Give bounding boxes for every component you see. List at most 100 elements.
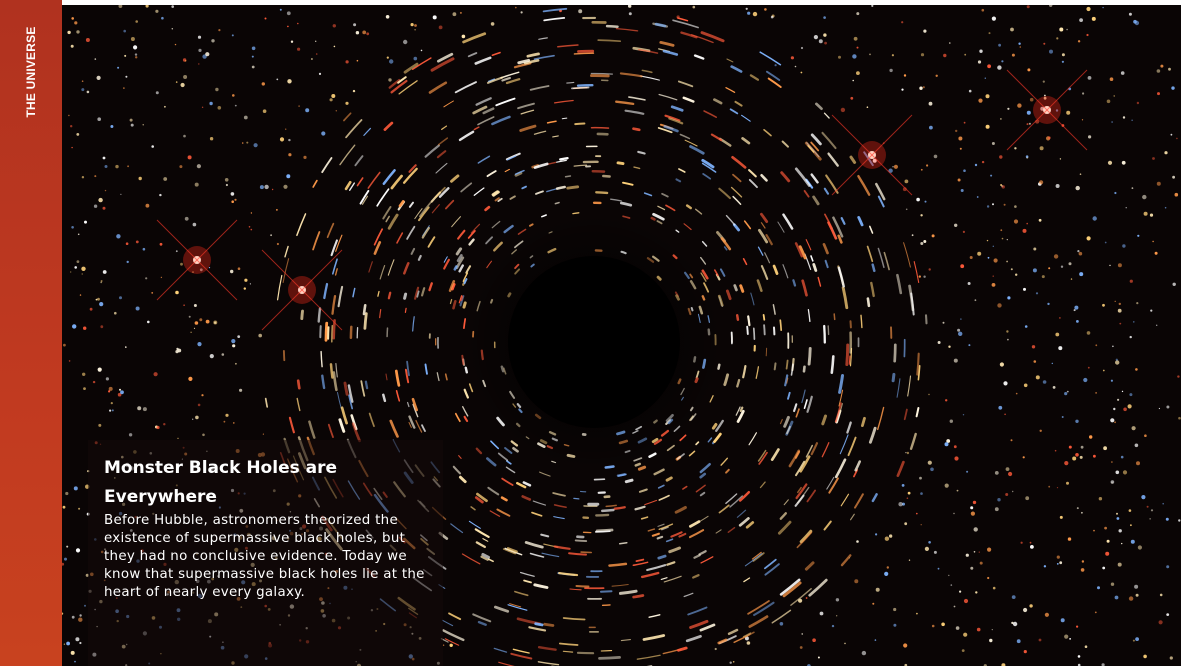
lensed-star — [773, 362, 777, 371]
lensed-star — [651, 532, 660, 537]
lensed-star — [535, 190, 544, 195]
lensed-star — [404, 368, 410, 384]
lensed-star — [487, 78, 496, 83]
star — [1122, 244, 1126, 248]
star — [963, 121, 966, 124]
star — [1086, 331, 1091, 335]
star — [159, 193, 162, 197]
lensed-star — [468, 383, 474, 393]
star — [231, 200, 234, 203]
lensed-star — [354, 155, 364, 167]
lensed-star — [529, 223, 534, 227]
star — [315, 40, 317, 42]
star — [944, 483, 949, 488]
lensed-star — [654, 22, 667, 28]
star — [1170, 133, 1173, 136]
lensed-star — [896, 378, 901, 398]
lensed-star — [543, 17, 566, 22]
star — [285, 128, 287, 130]
star — [1136, 302, 1139, 305]
lensed-star — [376, 188, 390, 207]
star — [1035, 375, 1040, 380]
lensed-star — [463, 415, 469, 423]
star — [1141, 495, 1146, 500]
lensed-star — [652, 212, 665, 221]
lensed-star — [838, 269, 843, 281]
star — [1048, 267, 1051, 270]
lensed-star — [590, 72, 613, 75]
star — [974, 299, 977, 302]
star — [1064, 392, 1068, 396]
star — [1162, 502, 1164, 505]
lensed-star — [794, 167, 811, 187]
star — [923, 275, 926, 278]
lensed-star — [849, 155, 857, 164]
lensed-star — [675, 178, 682, 183]
star — [192, 418, 194, 420]
star — [991, 142, 995, 145]
star — [98, 423, 102, 427]
lensed-star — [738, 490, 751, 502]
lensed-star — [451, 216, 461, 228]
star — [81, 266, 86, 271]
star — [1086, 236, 1091, 241]
star — [1102, 369, 1105, 372]
lensed-star — [701, 162, 717, 173]
star — [145, 5, 149, 8]
star — [1010, 27, 1014, 32]
star — [385, 15, 390, 19]
star — [288, 153, 292, 157]
star — [970, 506, 974, 510]
star — [130, 37, 135, 41]
lensed-star — [677, 80, 694, 88]
lensed-star — [641, 69, 653, 74]
star — [129, 118, 133, 122]
star — [836, 615, 838, 617]
star — [420, 49, 423, 52]
lensed-star — [823, 187, 830, 195]
lensed-star — [663, 575, 682, 583]
star — [1134, 20, 1140, 26]
star — [1115, 470, 1120, 475]
star — [177, 437, 179, 439]
star — [1012, 490, 1014, 493]
lensed-star — [762, 314, 766, 321]
star — [800, 71, 803, 74]
star — [1076, 625, 1079, 628]
star — [903, 643, 908, 648]
flare-spike — [261, 249, 343, 331]
lensed-star — [395, 390, 401, 402]
star — [1005, 467, 1010, 471]
star — [1102, 6, 1104, 9]
star — [1111, 121, 1113, 123]
star — [901, 21, 904, 24]
lensed-star — [804, 561, 815, 571]
star — [194, 321, 199, 325]
lensed-star — [689, 619, 709, 629]
star — [297, 47, 301, 51]
star — [1178, 416, 1181, 420]
star — [1033, 247, 1037, 251]
star — [953, 358, 958, 363]
star — [998, 43, 1001, 47]
star — [1026, 5, 1030, 9]
lensed-star — [514, 590, 529, 597]
star — [288, 138, 291, 142]
star — [262, 433, 264, 435]
lensed-star — [566, 81, 575, 84]
star — [1109, 264, 1111, 267]
star — [892, 166, 894, 168]
star — [1060, 265, 1064, 268]
lensed-star — [662, 49, 679, 56]
lensed-star — [642, 634, 666, 641]
lensed-star — [539, 471, 551, 477]
lensed-star — [462, 301, 467, 309]
lensed-star — [574, 122, 586, 126]
star — [1129, 393, 1133, 397]
lensed-star — [338, 418, 346, 433]
lensed-star — [656, 220, 663, 225]
star — [1110, 379, 1113, 382]
lensed-star — [421, 424, 426, 432]
star — [1056, 37, 1059, 40]
lensed-star — [385, 215, 390, 223]
